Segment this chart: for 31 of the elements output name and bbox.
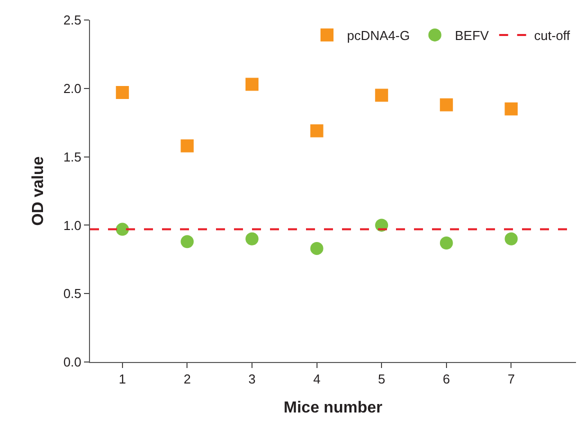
x-axis-title: Mice number — [284, 399, 382, 416]
point — [375, 88, 388, 102]
point — [504, 232, 518, 246]
y-tick-label: 1.0 — [63, 218, 82, 233]
x-tick-label: 6 — [442, 372, 450, 387]
point — [180, 139, 194, 152]
y-tick-label: 0.0 — [63, 354, 82, 370]
y-tick-label: 0.5 — [63, 286, 82, 302]
point — [246, 78, 258, 91]
point — [310, 124, 324, 138]
x-tick-label: 7 — [508, 372, 515, 387]
point — [440, 98, 453, 112]
point — [504, 102, 518, 116]
legend-label: pcDNA4-G — [347, 28, 410, 44]
x-tick-label: 4 — [313, 372, 320, 387]
y-axis-title: OD value — [30, 156, 48, 226]
legend-label: BEFV — [454, 28, 490, 44]
y-tick-label: 2.0 — [63, 80, 82, 96]
point — [440, 236, 453, 250]
point — [180, 235, 194, 248]
point — [116, 222, 129, 236]
x-tick-label: 1 — [118, 372, 126, 387]
x-tick-label: 5 — [378, 372, 386, 387]
y-tick-label: 2.5 — [63, 12, 82, 28]
point — [310, 242, 324, 255]
point — [246, 232, 258, 246]
point — [116, 86, 129, 99]
x-tick-label: 2 — [184, 372, 191, 387]
y-tick-label: 1.5 — [63, 149, 82, 164]
x-tick-label: 3 — [248, 372, 256, 387]
legend-label: cut-off — [534, 28, 570, 44]
